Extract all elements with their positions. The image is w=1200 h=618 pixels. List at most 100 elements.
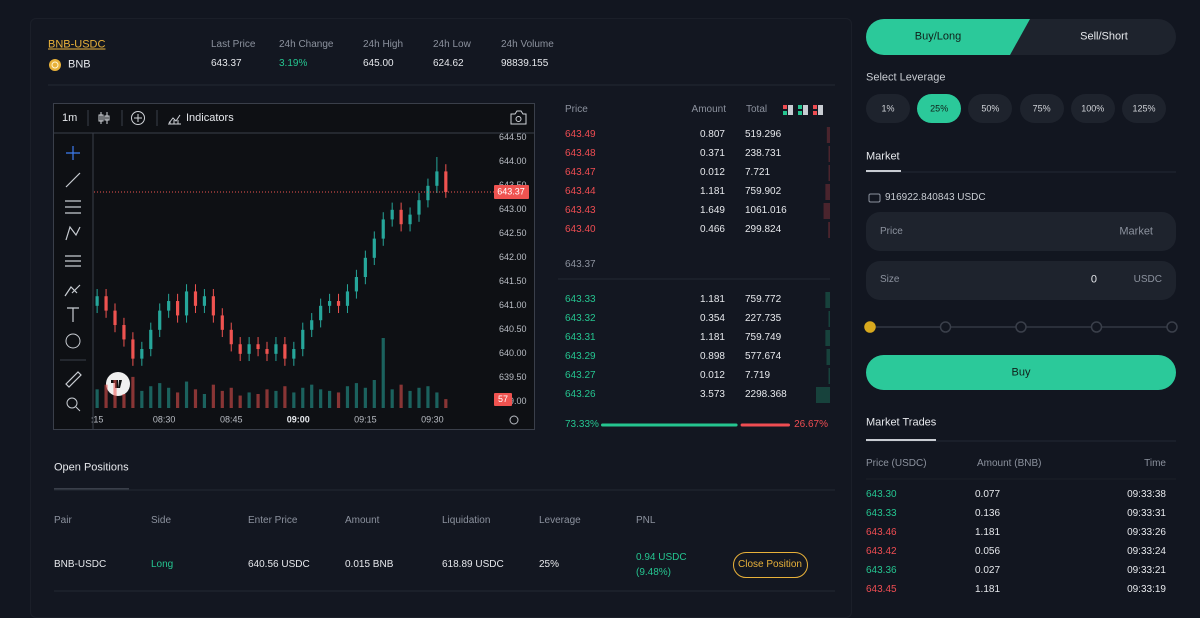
submit-label[interactable]: Buy [1011, 366, 1031, 378]
depth-bar [825, 184, 830, 200]
ob-view-icon [818, 105, 823, 115]
section-label: Select Leverage [866, 71, 946, 84]
candle-body [238, 344, 242, 354]
cell: BNB-USDC [54, 559, 107, 570]
buy-ratio-bar [601, 423, 738, 427]
candle-body [220, 315, 224, 330]
camera-icon [510, 110, 527, 125]
drawing-tool [65, 225, 81, 241]
coin-icon [49, 59, 61, 71]
trade-time: 09:33:19 [1127, 584, 1166, 595]
section-title: Open Positions [54, 461, 129, 474]
volume-bar [113, 380, 117, 408]
candle-body [167, 301, 171, 311]
ob-amount: 0.371 [699, 148, 725, 159]
add-icon-plus [134, 114, 142, 122]
stat-label: 24h Volume [501, 39, 554, 50]
cell: 25% [539, 559, 560, 570]
close-button-label[interactable]: Close Position [738, 559, 802, 570]
candle-body [140, 349, 144, 359]
leverage-label[interactable]: 1% [881, 103, 895, 113]
volume-bar [104, 384, 108, 408]
leverage-label[interactable]: 25% [930, 103, 949, 113]
chart-frame [53, 103, 535, 430]
leverage-label[interactable]: 125% [1132, 103, 1156, 113]
x-tick-label: :15 [91, 414, 104, 424]
x-tick-label: 08:30 [153, 414, 176, 424]
leverage-option[interactable] [917, 94, 962, 123]
y-tick-label: 644.00 [499, 156, 527, 166]
volume-bar [140, 390, 144, 408]
candle-body [354, 277, 359, 292]
volume-bar [408, 390, 412, 408]
volume-bar [247, 392, 251, 408]
page: 1mIndicators644.50644.00643.50643.00642.… [30, 18, 1178, 618]
buy-tab-label[interactable]: Buy/Long [914, 30, 962, 43]
leverage-option[interactable] [1019, 94, 1064, 123]
column-header: Leverage [539, 515, 581, 526]
column-header: Side [151, 515, 172, 526]
base-asset: BNB [68, 58, 91, 71]
trade-time: 09:33:38 [1127, 489, 1166, 500]
close-button[interactable] [733, 552, 808, 578]
ob-mid-price: 643.37 [565, 259, 596, 270]
candle-body [319, 305, 323, 321]
size-input[interactable] [866, 261, 1176, 300]
pnl-percent: (9.48%) [636, 567, 672, 578]
candle-body [283, 344, 287, 359]
leverage-label[interactable]: 75% [1032, 103, 1051, 113]
zoom-tool [66, 397, 78, 409]
candle-body [381, 219, 385, 239]
depth-bar [828, 146, 830, 162]
candle-body [256, 344, 260, 350]
trade-time: 09:33:31 [1127, 508, 1166, 519]
buy-tab [866, 19, 1030, 55]
leverage-option[interactable] [1070, 94, 1115, 123]
pnl: 0.94 USDC [636, 552, 687, 563]
price-input[interactable] [866, 212, 1176, 251]
candle-body [158, 310, 162, 330]
candle-body [175, 301, 180, 316]
indicators-button[interactable]: Indicators [186, 112, 234, 124]
candle-body [247, 344, 251, 354]
order-type-tab[interactable]: Market [866, 150, 900, 163]
coin-icon-inner [51, 61, 59, 69]
ob-price: 643.29 [565, 351, 596, 362]
section-title: Market Trades [866, 416, 937, 429]
column-header: Pair [54, 515, 72, 526]
trade-amount: 0.077 [975, 489, 1001, 500]
column-header: Amount (BNB) [977, 458, 1042, 469]
ob-amount: 0.354 [699, 313, 725, 324]
stat-label: 24h High [363, 39, 404, 50]
leverage-option[interactable] [866, 94, 910, 123]
leverage-option[interactable] [968, 94, 1013, 123]
interval-button[interactable]: 1m [62, 112, 77, 124]
candle-body [372, 238, 376, 258]
volume-bar [399, 384, 403, 408]
volume-bar [265, 389, 269, 408]
candle-body [202, 296, 207, 306]
y-tick-label: 643.00 [499, 204, 527, 214]
leverage-option[interactable] [1122, 94, 1166, 123]
trade-price: 643.42 [866, 546, 897, 557]
sell-tab-label[interactable]: Sell/Short [1080, 30, 1128, 43]
pair-link[interactable]: BNB-USDC [48, 38, 106, 51]
candle-body [211, 296, 215, 316]
x-tick-label: 08:45 [220, 414, 243, 424]
ob-total: 759.902 [745, 186, 782, 197]
volume-bar [158, 383, 162, 408]
ob-view-icon [788, 105, 793, 115]
depth-bar [828, 311, 830, 327]
volume-bar [283, 386, 287, 408]
leverage-label[interactable]: 50% [981, 103, 1000, 113]
ob-price: 643.31 [565, 332, 596, 343]
leverage-label[interactable]: 100% [1081, 103, 1105, 113]
ob-view-icon [783, 105, 787, 109]
ob-view-icon [803, 105, 808, 115]
volume-bar [292, 392, 296, 408]
ob-total: 2298.368 [745, 389, 787, 400]
submit-button[interactable] [866, 355, 1176, 390]
y-tick-label: 641.50 [499, 276, 527, 286]
trade-price: 643.36 [866, 565, 897, 576]
candle-body [390, 209, 394, 220]
